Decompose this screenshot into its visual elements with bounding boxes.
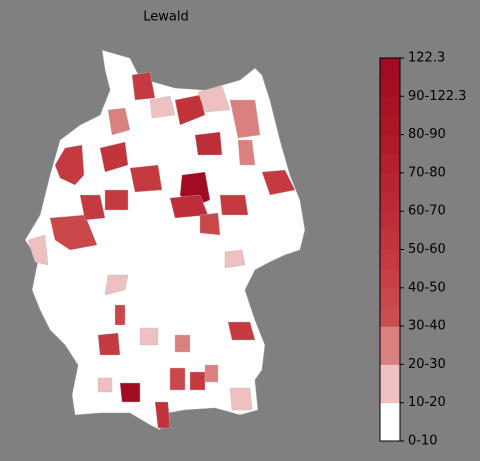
colorbar-segment: [380, 172, 400, 193]
colorbar-segment: [380, 134, 400, 155]
district: [27, 234, 49, 266]
colorbar-segment: [380, 58, 400, 78]
colorbar-segment: [380, 211, 400, 231]
colorbar-segment: [380, 306, 400, 327]
district: [237, 139, 256, 166]
colorbar-segment: [380, 115, 400, 136]
colorbar: 0-10 10-20 20-30 30-40 40-50 50-60 60-70 70-80 8…: [379, 51, 466, 449]
colorbar-tick-label: 80-90: [408, 127, 446, 142]
map-title: Lewald: [143, 10, 188, 25]
districts: [27, 71, 296, 429]
district: [119, 382, 141, 403]
district: [104, 189, 129, 211]
colorbar-tick-label: 0-10: [408, 434, 438, 449]
colorbar-tick-label: 40-50: [408, 280, 446, 295]
district: [219, 194, 249, 216]
district: [229, 99, 261, 139]
colorbar-tick-label: 122.3: [408, 51, 445, 66]
district: [49, 214, 98, 251]
district: [114, 304, 126, 326]
district: [54, 144, 85, 186]
district: [97, 332, 121, 356]
colorbar-tick-label: 30-40: [408, 319, 446, 334]
colorbar-segment: [380, 192, 400, 212]
colorbar-segment: [380, 268, 400, 289]
district: [97, 377, 113, 393]
district: [224, 249, 246, 269]
district: [229, 387, 253, 411]
colorbar-segment: [380, 249, 400, 270]
colorbar-segment: [380, 153, 400, 174]
district: [104, 274, 129, 296]
colorbar-tick-label: 50-60: [408, 242, 446, 257]
colorbar-segment: [380, 364, 400, 385]
district: [154, 401, 171, 429]
district: [149, 95, 176, 119]
colorbar-segment: [380, 96, 400, 116]
district: [227, 321, 256, 341]
district: [169, 367, 186, 391]
colorbar-segment: [380, 287, 400, 308]
colorbar-segment: [380, 383, 400, 404]
district: [197, 85, 231, 113]
district: [174, 94, 206, 126]
colorbar-tick-label: 90-122.3: [408, 89, 466, 104]
district: [194, 131, 223, 156]
district: [131, 71, 156, 101]
district: [261, 169, 296, 196]
colorbar-tick-label: 10-20: [408, 395, 446, 410]
district: [79, 194, 106, 221]
colorbar-segment: [380, 421, 400, 442]
colorbar-segment: [380, 77, 400, 97]
colorbar-tick-label: 70-80: [408, 165, 446, 180]
district: [139, 327, 159, 346]
district: [107, 107, 131, 136]
colorbar-segment: [380, 230, 400, 250]
colorbar-tick-label: 60-70: [408, 204, 446, 219]
germany-map: [24, 49, 306, 431]
colorbar-segment: [380, 402, 400, 423]
district: [129, 164, 163, 193]
colorbar-segment: [380, 326, 400, 346]
district: [189, 371, 206, 391]
district: [199, 212, 221, 236]
district: [99, 141, 129, 173]
district: [174, 334, 191, 353]
colorbar-segment: [380, 345, 400, 365]
district: [204, 364, 219, 383]
colorbar-tick-label: 20-30: [408, 357, 446, 372]
